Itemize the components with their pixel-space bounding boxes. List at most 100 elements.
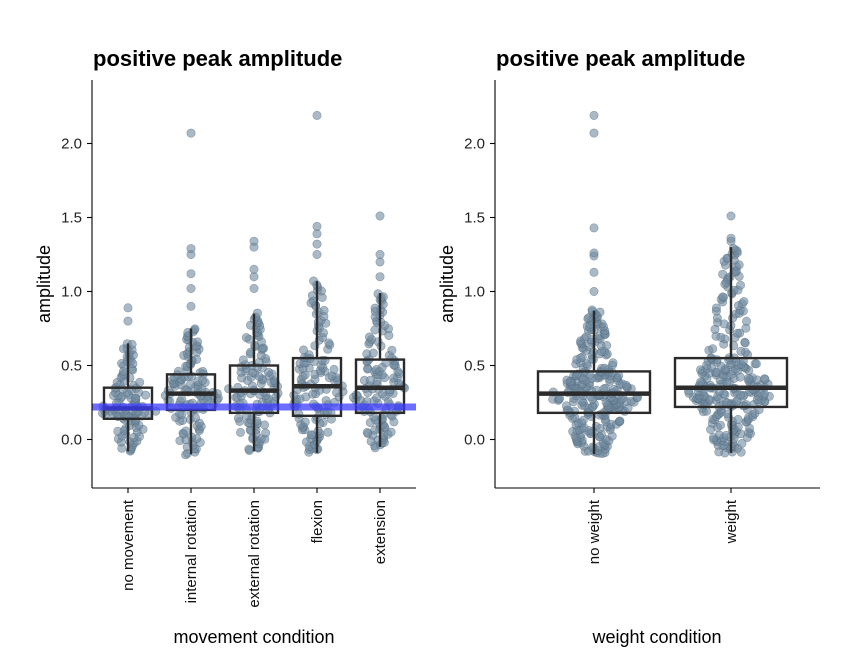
y-tick-label: 1.0 xyxy=(61,284,82,301)
data-point xyxy=(135,377,145,387)
data-point xyxy=(743,373,753,383)
data-point xyxy=(362,427,372,437)
data-point xyxy=(185,379,195,389)
box xyxy=(673,356,789,409)
data-point xyxy=(595,307,605,317)
x-tick-label: extension xyxy=(372,500,389,564)
data-point xyxy=(711,303,721,313)
movement-panel: positive peak amplitude amplitude moveme… xyxy=(34,46,416,647)
outlier-point xyxy=(312,110,322,120)
data-point xyxy=(329,364,339,374)
outlier-point xyxy=(249,236,259,246)
boxes-right xyxy=(536,247,789,455)
data-point xyxy=(602,340,612,350)
data-point xyxy=(740,338,750,348)
x-ticks-left: no movement internal rotation external rot… xyxy=(120,488,389,608)
outlier-point xyxy=(249,264,259,274)
data-point xyxy=(732,328,742,338)
data-point xyxy=(387,345,397,355)
data-point xyxy=(309,276,319,286)
outlier-point xyxy=(375,211,385,221)
data-point xyxy=(364,332,374,342)
data-point xyxy=(319,305,329,315)
data-point xyxy=(298,345,308,355)
data-point xyxy=(370,325,380,335)
chart-title-left: positive peak amplitude xyxy=(93,46,342,71)
x-tick-label: internal rotation xyxy=(183,500,200,603)
data-point xyxy=(260,420,270,430)
data-point xyxy=(261,428,271,438)
data-point xyxy=(368,348,378,358)
y-tick-label: 2.0 xyxy=(464,136,485,153)
outlier-point xyxy=(589,110,599,120)
data-point xyxy=(621,380,631,390)
outlier-point xyxy=(726,211,736,221)
outlier-point xyxy=(186,244,196,254)
outlier-point xyxy=(589,248,599,258)
x-axis-title-left: movement condition xyxy=(173,627,334,647)
data-point xyxy=(751,359,761,369)
data-point xyxy=(365,375,375,385)
outlier-point xyxy=(589,267,599,277)
data-point xyxy=(760,374,770,384)
outlier-point xyxy=(312,221,322,231)
x-axis-title-right: weight condition xyxy=(591,627,721,647)
y-tick-label: 1.5 xyxy=(464,210,485,227)
x-tick-label: weight xyxy=(723,499,740,544)
data-point xyxy=(238,355,248,365)
data-point xyxy=(241,333,251,343)
outlier-point xyxy=(726,233,736,243)
data-point xyxy=(735,280,745,290)
outlier-point xyxy=(375,272,385,282)
outlier-point xyxy=(589,286,599,296)
data-point xyxy=(177,394,187,404)
data-point xyxy=(737,438,747,448)
y-tick-label: 0.5 xyxy=(464,358,485,375)
data-point xyxy=(733,414,743,424)
data-point xyxy=(244,444,254,454)
outlier-point xyxy=(312,250,322,260)
y-axis-title-right: amplitude xyxy=(437,245,457,323)
outlier-point xyxy=(312,239,322,249)
y-tick-label: 1.0 xyxy=(464,284,485,301)
data-point xyxy=(718,269,728,279)
data-point xyxy=(578,415,588,425)
data-point xyxy=(576,353,586,363)
outlier-point xyxy=(249,283,259,293)
x-tick-label: no weight xyxy=(586,499,603,564)
x-ticks-right: no weight weight xyxy=(586,488,740,564)
y-ticks-left: 0.0 0.5 1.0 1.5 2.0 xyxy=(61,136,92,449)
outlier-point xyxy=(589,223,599,233)
data-point xyxy=(718,292,728,302)
data-point xyxy=(324,338,334,348)
outlier-point xyxy=(186,269,196,279)
data-point xyxy=(561,401,571,411)
outlier-point xyxy=(375,250,385,260)
data-point xyxy=(386,427,396,437)
data-point xyxy=(252,308,262,318)
outlier-point xyxy=(186,128,196,138)
outlier-point xyxy=(123,303,133,313)
x-tick-label: external rotation xyxy=(246,500,263,608)
outlier-point xyxy=(186,301,196,311)
data-points-right xyxy=(548,110,774,458)
x-tick-label: flexion xyxy=(309,500,326,543)
data-point xyxy=(323,427,333,437)
chart-title-right: positive peak amplitude xyxy=(496,46,745,71)
data-point xyxy=(562,375,572,385)
data-point xyxy=(615,416,625,426)
data-point xyxy=(741,316,751,326)
data-point xyxy=(708,344,718,354)
data-point xyxy=(236,427,246,437)
weight-panel: positive peak amplitude amplitude weight… xyxy=(437,46,820,647)
outlier-point xyxy=(589,128,599,138)
y-axis-title-left: amplitude xyxy=(34,245,54,323)
outlier-point xyxy=(123,316,133,326)
y-tick-label: 1.5 xyxy=(61,210,82,227)
x-tick-label: no movement xyxy=(120,499,137,591)
data-point xyxy=(294,409,304,419)
y-tick-label: 0.5 xyxy=(61,358,82,375)
outlier-point xyxy=(186,283,196,293)
box xyxy=(102,386,154,420)
y-tick-label: 0.0 xyxy=(61,432,82,449)
